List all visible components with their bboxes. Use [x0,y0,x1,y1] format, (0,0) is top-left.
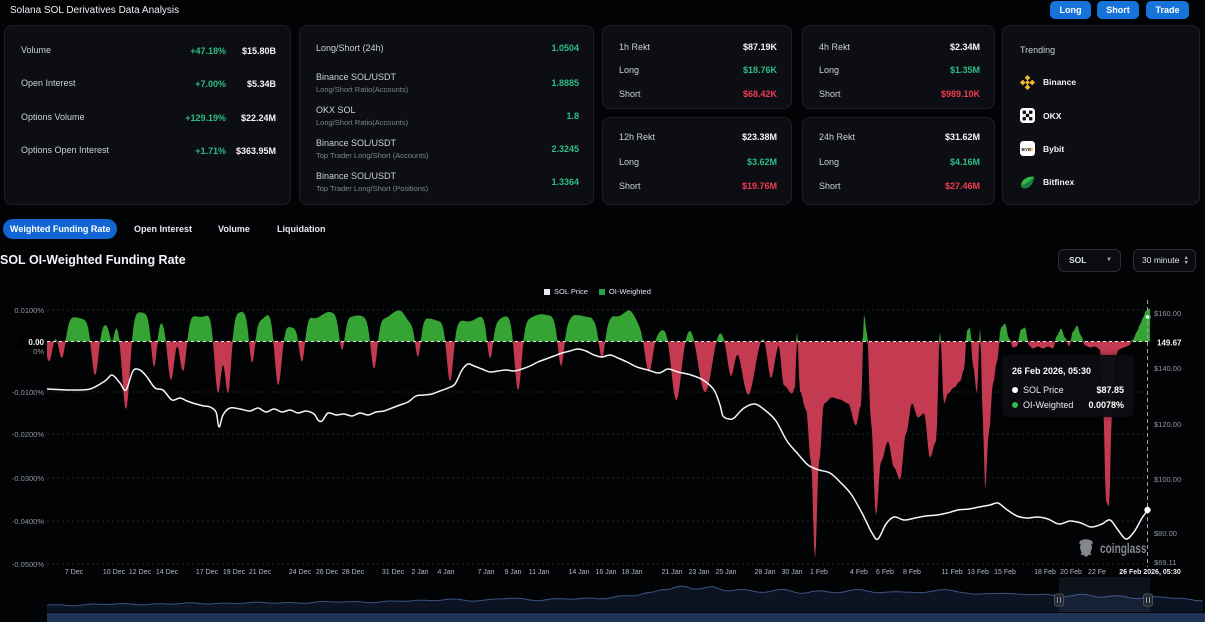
svg-text:18 Jan: 18 Jan [621,569,642,576]
svg-text:20 Feb: 20 Feb [1060,569,1082,576]
svg-text:1 Feb: 1 Feb [810,569,828,576]
svg-text:31 Dec: 31 Dec [382,569,405,576]
svg-text:14 Jan: 14 Jan [568,569,589,576]
svg-text:13 Feb: 13 Feb [967,569,989,576]
svg-text:$69.11: $69.11 [1154,558,1176,567]
svg-text:0.0100%: 0.0100% [14,306,44,315]
svg-text:12 Dec: 12 Dec [129,569,152,576]
svg-text:$120.00: $120.00 [1154,420,1181,429]
svg-text:18 Feb: 18 Feb [1034,569,1056,576]
svg-text:-0.0200%: -0.0200% [12,430,44,439]
svg-text:6 Feb: 6 Feb [876,569,894,576]
svg-text:149.67: 149.67 [1157,339,1182,348]
svg-text:15 Feb: 15 Feb [994,569,1016,576]
svg-text:11 Jan: 11 Jan [529,569,550,576]
svg-text:17 Dec: 17 Dec [196,569,219,576]
svg-text:23 Jan: 23 Jan [688,569,709,576]
svg-text:21 Jan: 21 Jan [661,569,682,576]
svg-text:0%: 0% [33,347,44,356]
svg-text:7 Jan: 7 Jan [477,569,494,576]
svg-text:-0.0100%: -0.0100% [12,388,44,397]
svg-text:19 Dec: 19 Dec [223,569,246,576]
svg-text:24 Dec: 24 Dec [289,569,312,576]
svg-text:25 Jan: 25 Jan [715,569,736,576]
svg-text:-0.0500%: -0.0500% [12,560,44,569]
svg-text:21 Dec: 21 Dec [249,569,272,576]
svg-text:4 Feb: 4 Feb [850,569,868,576]
svg-text:$160.00: $160.00 [1154,309,1181,318]
svg-text:7 Dec: 7 Dec [65,569,84,576]
svg-text:-0.0400%: -0.0400% [12,517,44,526]
svg-text:30 Jan: 30 Jan [781,569,802,576]
svg-text:28 Jan: 28 Jan [754,569,775,576]
svg-text:$140.00: $140.00 [1154,364,1181,373]
svg-text:BYB: BYB [1022,147,1032,152]
svg-text:11 Feb: 11 Feb [941,569,962,576]
svg-text:2 Jan: 2 Jan [411,569,428,576]
svg-text:$100.00: $100.00 [1154,475,1181,484]
svg-text:IT: IT [1029,147,1033,152]
svg-text:26 Feb 2026, 05:30: 26 Feb 2026, 05:30 [1119,569,1181,576]
svg-text:28 Dec: 28 Dec [342,569,365,576]
svg-text:-0.0300%: -0.0300% [12,474,44,483]
svg-text:0.00: 0.00 [28,338,44,347]
svg-text:14 Dec: 14 Dec [156,569,179,576]
svg-text:8 Feb: 8 Feb [903,569,921,576]
svg-text:22 Fe: 22 Fe [1088,569,1106,576]
svg-text:10 Dec: 10 Dec [103,569,126,576]
svg-text:16 Jan: 16 Jan [595,569,616,576]
svg-text:9 Jan: 9 Jan [504,569,521,576]
svg-text:4 Jan: 4 Jan [437,569,454,576]
svg-text:26 Dec: 26 Dec [316,569,339,576]
svg-text:$80.00: $80.00 [1154,529,1177,538]
